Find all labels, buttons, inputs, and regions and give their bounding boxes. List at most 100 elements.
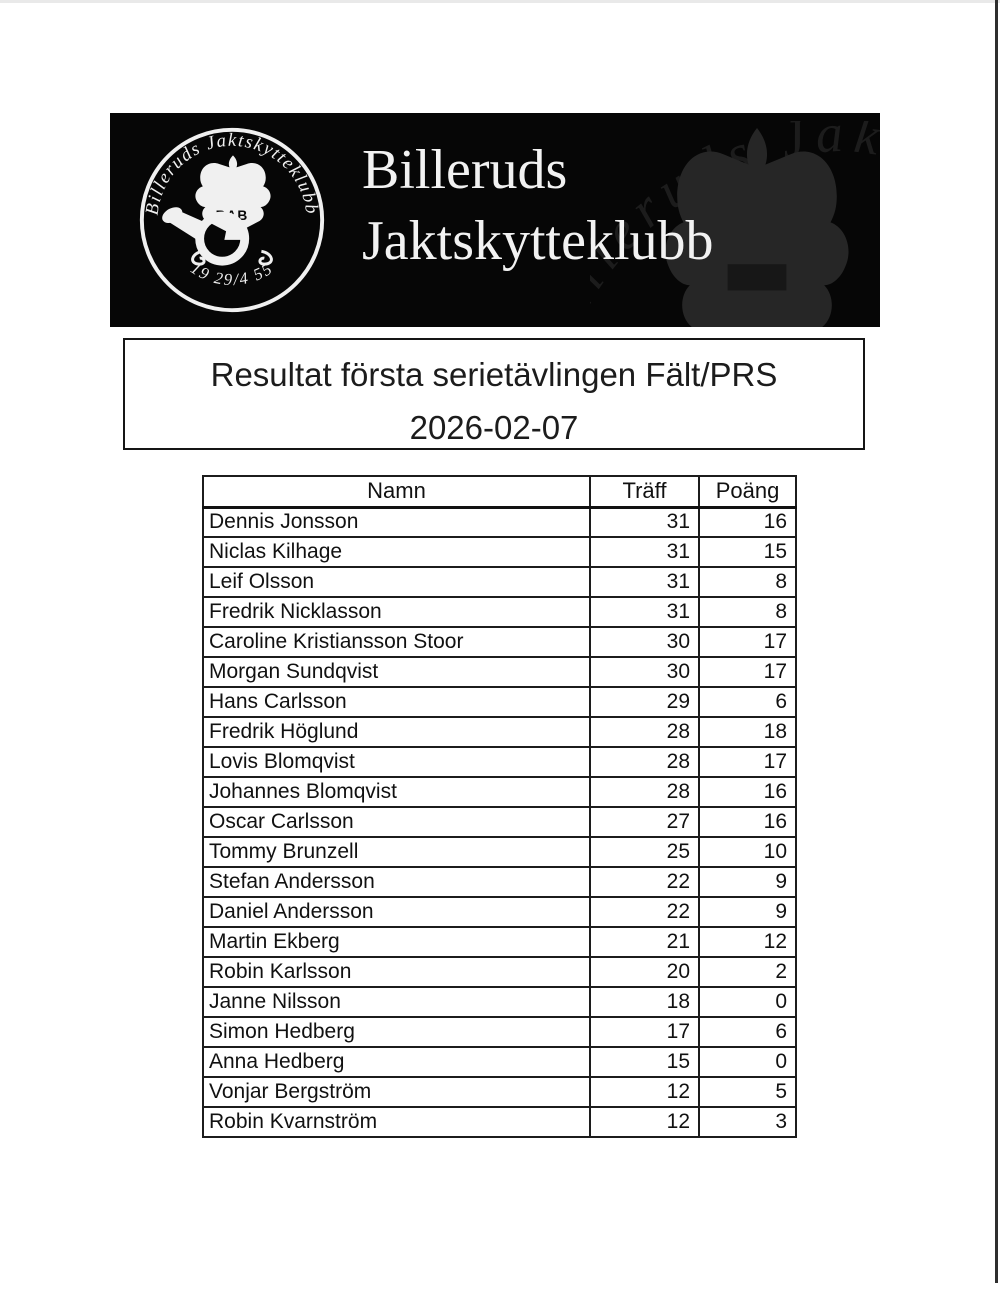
cell-traff: 22	[589, 866, 700, 898]
cell-traff: 28	[589, 776, 700, 808]
cell-traff: 21	[589, 926, 700, 958]
table-row: Fredrik Höglund 28 18	[202, 716, 797, 748]
cell-name: Oscar Carlsson	[202, 806, 591, 838]
cell-traff: 17	[589, 1016, 700, 1048]
result-date: 2026-02-07	[409, 409, 579, 446]
table-row: Fredrik Nicklasson 31 8	[202, 596, 797, 628]
club-logo: Billeruds Jaktskytteklubb BAB 19 29/4 55	[139, 127, 325, 313]
result-title: Resultat första serietävlingen Fält/PRS	[210, 356, 778, 393]
cell-traff: 31	[589, 566, 700, 598]
table-row: Niclas Kilhage 31 15	[202, 536, 797, 568]
column-header-traff: Träff	[589, 475, 700, 509]
cell-traff: 31	[589, 596, 700, 628]
cell-traff: 25	[589, 836, 700, 868]
cell-traff: 18	[589, 986, 700, 1018]
table-row: Dennis Jonsson 31 16	[202, 506, 797, 538]
cell-traff: 28	[589, 716, 700, 748]
club-banner: Billeruds Jaktskytteklubb Billeruds Jakt…	[110, 113, 880, 327]
table-row: Stefan Andersson 22 9	[202, 866, 797, 898]
cell-name: Tommy Brunzell	[202, 836, 591, 868]
result-title-box: Resultat första serietävlingen Fält/PRS …	[123, 338, 865, 450]
cell-poang: 18	[698, 716, 797, 748]
table-row: Simon Hedberg 17 6	[202, 1016, 797, 1048]
cell-poang: 17	[698, 656, 797, 688]
cell-poang: 8	[698, 566, 797, 598]
cell-traff: 29	[589, 686, 700, 718]
cell-name: Robin Karlsson	[202, 956, 591, 988]
cell-poang: 12	[698, 926, 797, 958]
cell-traff: 20	[589, 956, 700, 988]
cell-poang: 9	[698, 896, 797, 928]
table-row: Robin Karlsson 20 2	[202, 956, 797, 988]
column-header-poang: Poäng	[698, 475, 797, 509]
cell-traff: 15	[589, 1046, 700, 1078]
cell-name: Fredrik Nicklasson	[202, 596, 591, 628]
table-row: Oscar Carlsson 27 16	[202, 806, 797, 838]
table-row: Morgan Sundqvist 30 17	[202, 656, 797, 688]
club-name-line1: Billeruds	[362, 139, 568, 201]
table-row: Martin Ekberg 21 12	[202, 926, 797, 958]
cell-traff: 30	[589, 656, 700, 688]
cell-name: Stefan Andersson	[202, 866, 591, 898]
cell-traff: 28	[589, 746, 700, 778]
cell-name: Vonjar Bergström	[202, 1076, 591, 1108]
cell-poang: 8	[698, 596, 797, 628]
cell-poang: 17	[698, 626, 797, 658]
club-name-heading: Billeruds Jaktskytteklubb	[362, 135, 714, 277]
cell-name: Leif Olsson	[202, 566, 591, 598]
cell-name: Hans Carlsson	[202, 686, 591, 718]
table-row: Anna Hedberg 15 0	[202, 1046, 797, 1078]
table-row: Caroline Kristiansson Stoor 30 17	[202, 626, 797, 658]
table-row: Johannes Blomqvist 28 16	[202, 776, 797, 808]
cell-name: Niclas Kilhage	[202, 536, 591, 568]
cell-traff: 27	[589, 806, 700, 838]
results-table: Namn Träff Poäng Dennis Jonsson 31 16 Nicla…	[202, 475, 797, 1138]
cell-poang: 16	[698, 806, 797, 838]
table-row: Robin Kvarnström 12 3	[202, 1106, 797, 1138]
logo-ring	[139, 127, 325, 313]
table-row: Daniel Andersson 22 9	[202, 896, 797, 928]
cell-name: Anna Hedberg	[202, 1046, 591, 1078]
column-header-namn: Namn	[202, 475, 591, 509]
table-row: Lovis Blomqvist 28 17	[202, 746, 797, 778]
cell-name: Daniel Andersson	[202, 896, 591, 928]
cell-name: Janne Nilsson	[202, 986, 591, 1018]
cell-poang: 9	[698, 866, 797, 898]
cell-poang: 16	[698, 506, 797, 538]
results-body: Dennis Jonsson 31 16 Niclas Kilhage 31 15 Leif…	[202, 506, 797, 1138]
table-row: Leif Olsson 31 8	[202, 566, 797, 598]
cell-name: Caroline Kristiansson Stoor	[202, 626, 591, 658]
cell-traff: 31	[589, 506, 700, 538]
cell-traff: 12	[589, 1076, 700, 1108]
cell-name: Morgan Sundqvist	[202, 656, 591, 688]
cell-poang: 17	[698, 746, 797, 778]
cell-poang: 0	[698, 1046, 797, 1078]
cell-name: Dennis Jonsson	[202, 506, 591, 538]
cell-name: Simon Hedberg	[202, 1016, 591, 1048]
cell-traff: 12	[589, 1106, 700, 1138]
cell-name: Robin Kvarnström	[202, 1106, 591, 1138]
cell-traff: 31	[589, 536, 700, 568]
cell-poang: 10	[698, 836, 797, 868]
cell-traff: 22	[589, 896, 700, 928]
cell-poang: 16	[698, 776, 797, 808]
page-right-edge	[995, 0, 998, 1283]
cell-poang: 2	[698, 956, 797, 988]
eagle-watermark: Billeruds Jaktskytteklubb	[590, 121, 880, 327]
club-name-line2: Jaktskytteklubb	[362, 210, 714, 272]
page-top-edge	[0, 0, 1000, 3]
table-row: Janne Nilsson 18 0	[202, 986, 797, 1018]
table-row: Tommy Brunzell 25 10	[202, 836, 797, 868]
cell-traff: 30	[589, 626, 700, 658]
logo-ornament	[191, 249, 273, 266]
watermark-eagle-shape	[665, 128, 849, 327]
cell-name: Fredrik Höglund	[202, 716, 591, 748]
cell-poang: 6	[698, 686, 797, 718]
logo-horn-icon	[162, 207, 250, 266]
cell-poang: 3	[698, 1106, 797, 1138]
cell-poang: 15	[698, 536, 797, 568]
table-header-row: Namn Träff Poäng	[202, 475, 797, 509]
table-row: Hans Carlsson 29 6	[202, 686, 797, 718]
cell-name: Martin Ekberg	[202, 926, 591, 958]
